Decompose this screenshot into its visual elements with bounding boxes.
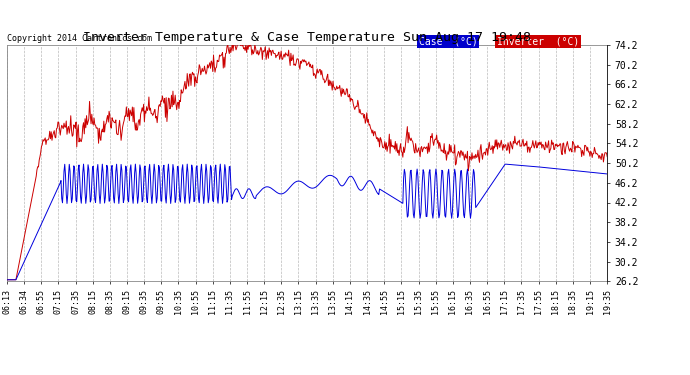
Text: Inverter  (°C): Inverter (°C) [497,36,580,46]
Title: Inverter Temperature & Case Temperature Sun Aug 17 19:48: Inverter Temperature & Case Temperature … [83,31,531,44]
Text: Case  (°C): Case (°C) [419,36,477,46]
Text: Copyright 2014 Cartronics.com: Copyright 2014 Cartronics.com [7,34,152,43]
